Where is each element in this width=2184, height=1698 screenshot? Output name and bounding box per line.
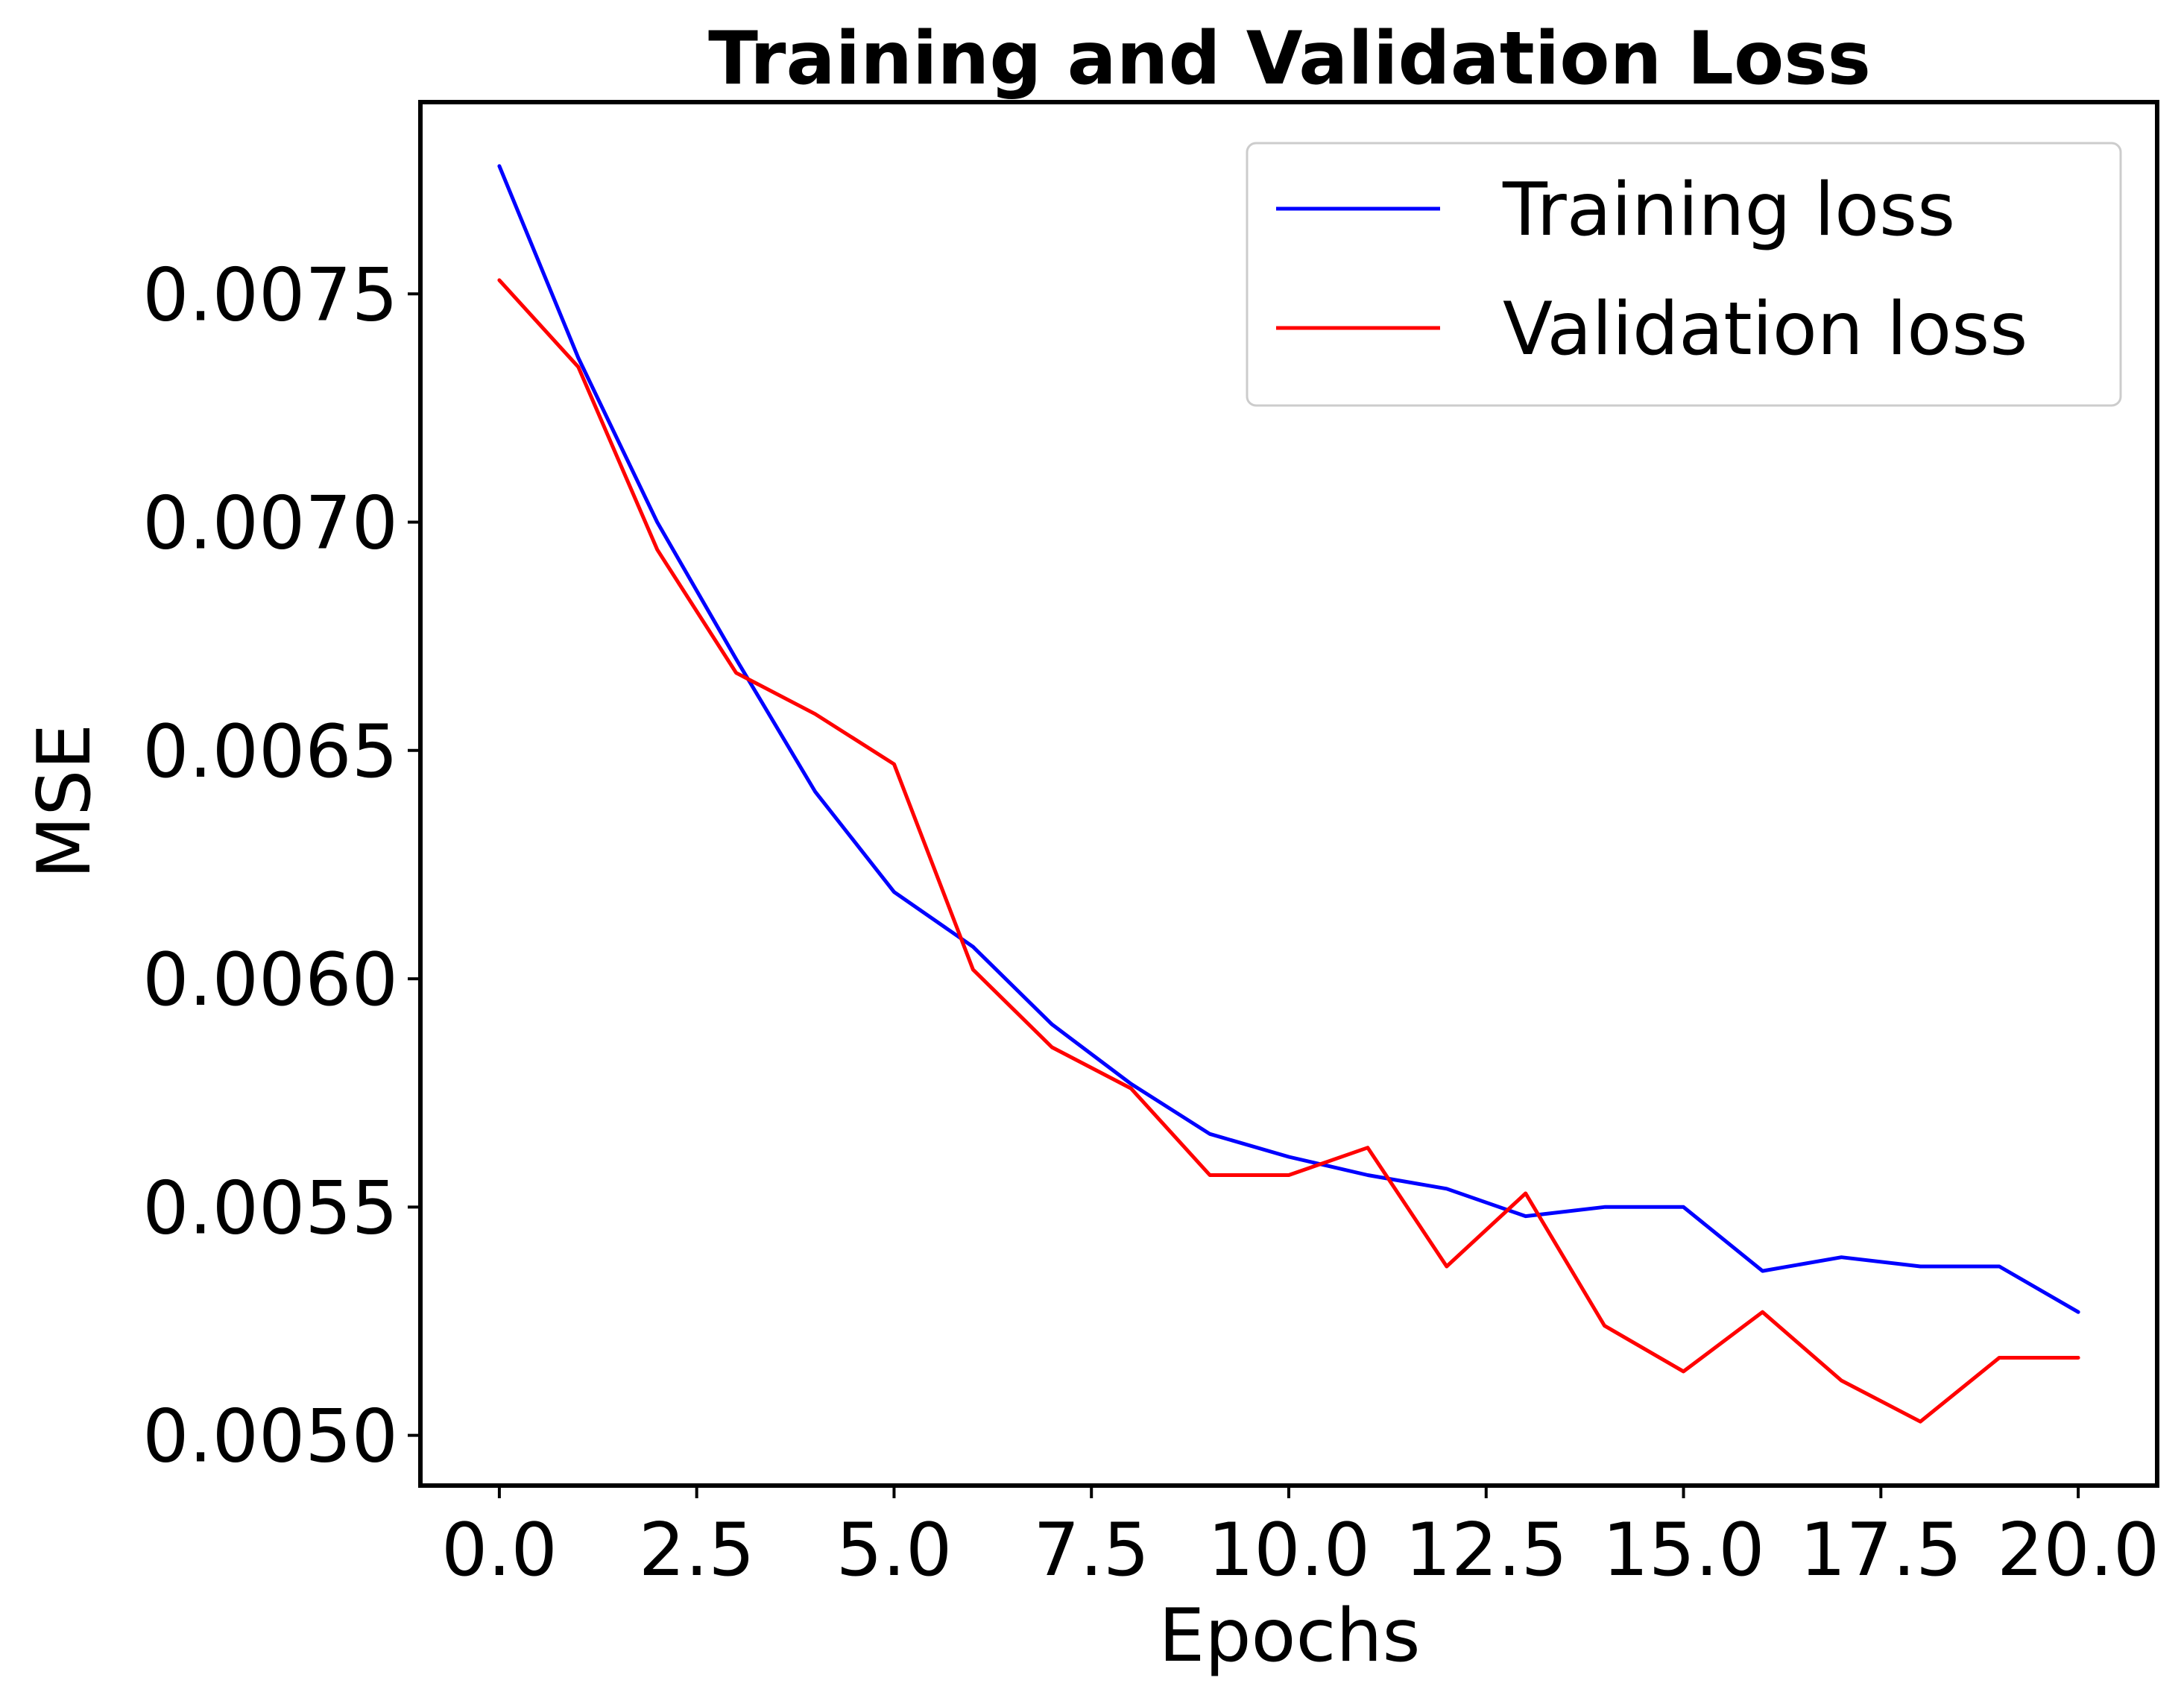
y-tick-label: 0.0060 [142, 938, 398, 1023]
legend-label-validation: Validation loss [1503, 287, 2027, 372]
y-tick-label: 0.0055 [142, 1166, 398, 1251]
x-axis-ticks: 0.0 2.5 5.0 7.5 10.0 12.5 15.0 17.5 20.0 [441, 1486, 2159, 1593]
legend: Training loss Validation loss [1246, 142, 2122, 407]
y-axis-ticks: 0.0050 0.0055 0.0060 0.0065 0.0070 0.0075 [142, 253, 420, 1480]
x-tick-label: 15.0 [1602, 1508, 1764, 1593]
legend-box [1246, 142, 2122, 407]
y-tick-label: 0.0050 [142, 1395, 398, 1480]
legend-label-training: Training loss [1502, 168, 1955, 253]
training-loss-line [497, 164, 2080, 1314]
y-axis-label: MSE [22, 724, 107, 880]
x-tick-label: 0.0 [441, 1508, 558, 1593]
x-tick-label: 20.0 [1997, 1508, 2159, 1593]
x-tick-label: 12.5 [1405, 1508, 1568, 1593]
y-tick-label: 0.0070 [142, 482, 398, 566]
x-tick-label: 17.5 [1799, 1508, 1962, 1593]
x-tick-label: 5.0 [836, 1508, 953, 1593]
y-tick-label: 0.0065 [142, 710, 398, 795]
plot-frame [418, 100, 2159, 1488]
x-tick-label: 10.0 [1208, 1508, 1370, 1593]
x-axis-label: Epochs [1158, 1594, 1420, 1679]
x-tick-label: 7.5 [1033, 1508, 1149, 1593]
y-tick-label: 0.0075 [142, 253, 398, 338]
chart-title: Training and Validation Loss [708, 16, 1871, 101]
validation-loss-line [497, 278, 2080, 1424]
x-tick-label: 2.5 [639, 1508, 755, 1593]
series-lines [497, 164, 2080, 1424]
